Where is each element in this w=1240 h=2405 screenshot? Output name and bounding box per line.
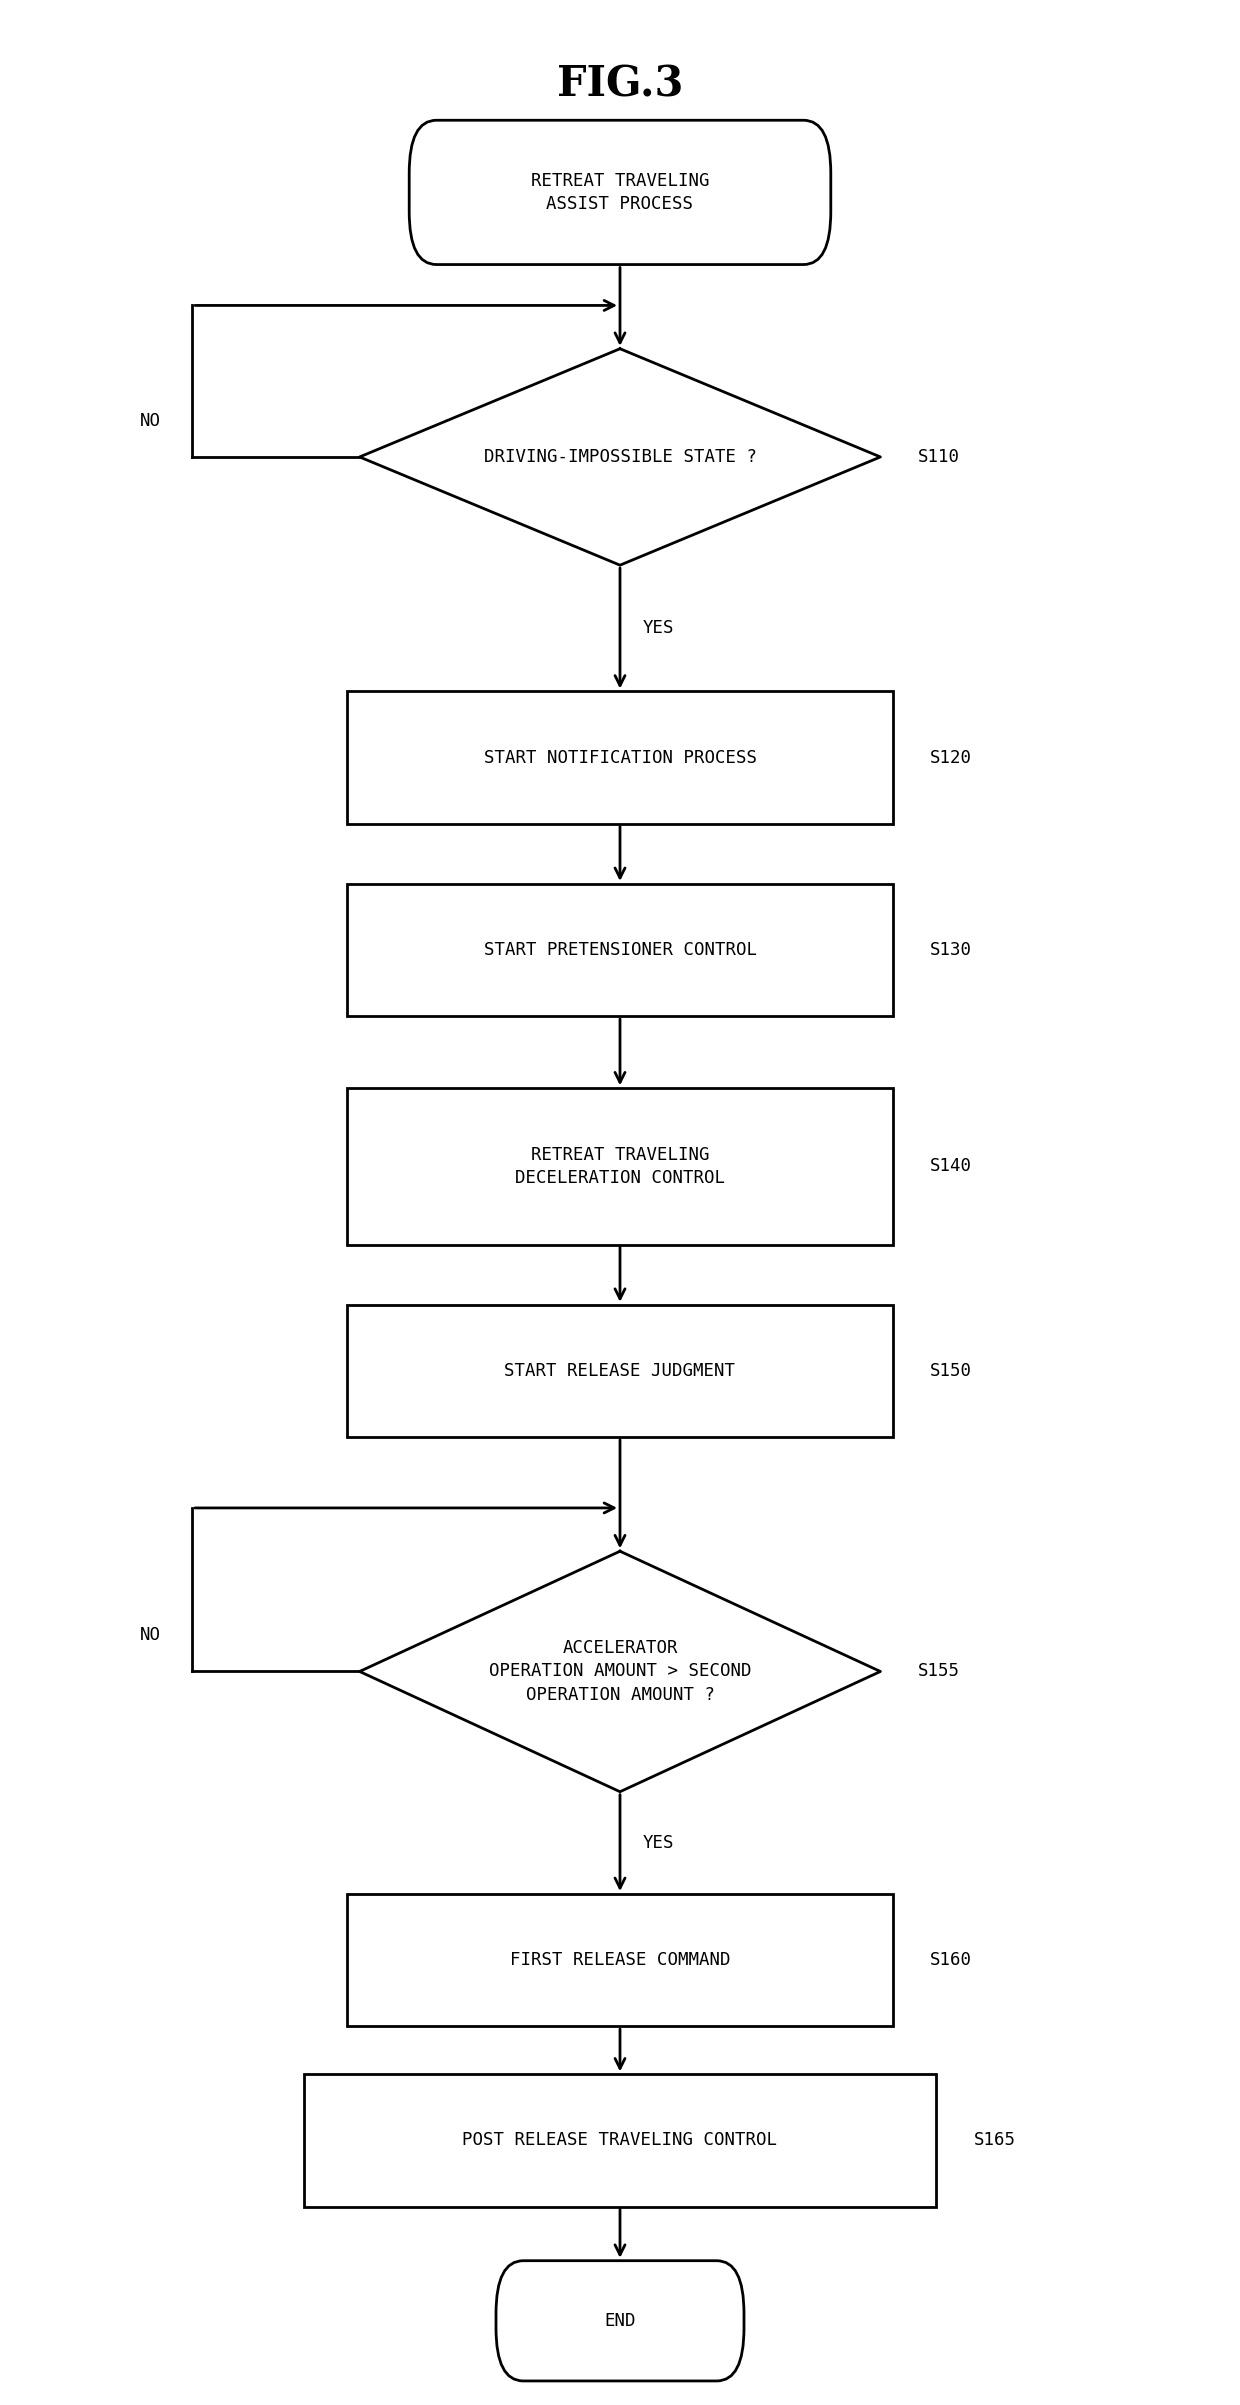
Text: NO: NO	[140, 1626, 161, 1645]
Text: FIRST RELEASE COMMAND: FIRST RELEASE COMMAND	[510, 1950, 730, 1970]
Text: S165: S165	[973, 2131, 1016, 2150]
FancyBboxPatch shape	[496, 2261, 744, 2381]
Text: S160: S160	[930, 1950, 972, 1970]
Bar	[304, 2073, 936, 2208]
Text: S120: S120	[930, 748, 972, 767]
Bar	[347, 1895, 893, 2025]
Text: START NOTIFICATION PROCESS: START NOTIFICATION PROCESS	[484, 748, 756, 767]
Text: END: END	[604, 2311, 636, 2330]
Text: S130: S130	[930, 940, 972, 960]
Text: START PRETENSIONER CONTROL: START PRETENSIONER CONTROL	[484, 940, 756, 960]
Text: YES: YES	[642, 620, 673, 637]
Text: S150: S150	[930, 1361, 972, 1380]
Polygon shape	[360, 1551, 880, 1792]
Text: ACCELERATOR
OPERATION AMOUNT > SECOND
OPERATION AMOUNT ?: ACCELERATOR OPERATION AMOUNT > SECOND OP…	[489, 1638, 751, 1705]
Text: DRIVING-IMPOSSIBLE STATE ?: DRIVING-IMPOSSIBLE STATE ?	[484, 447, 756, 467]
Text: S155: S155	[918, 1662, 960, 1681]
Text: START RELEASE JUDGMENT: START RELEASE JUDGMENT	[505, 1361, 735, 1380]
Bar	[347, 690, 893, 823]
Text: RETREAT TRAVELING
DECELERATION CONTROL: RETREAT TRAVELING DECELERATION CONTROL	[515, 1145, 725, 1188]
Text: NO: NO	[140, 411, 161, 430]
Polygon shape	[360, 349, 880, 565]
Bar	[347, 1087, 893, 1243]
FancyBboxPatch shape	[409, 120, 831, 265]
Text: FIG.3: FIG.3	[557, 63, 683, 106]
Text: YES: YES	[642, 1835, 673, 1852]
Bar	[347, 1304, 893, 1438]
Text: RETREAT TRAVELING
ASSIST PROCESS: RETREAT TRAVELING ASSIST PROCESS	[531, 171, 709, 214]
Text: POST RELEASE TRAVELING CONTROL: POST RELEASE TRAVELING CONTROL	[463, 2131, 777, 2150]
Bar	[347, 883, 893, 1015]
Text: S110: S110	[918, 447, 960, 467]
Text: S140: S140	[930, 1157, 972, 1176]
